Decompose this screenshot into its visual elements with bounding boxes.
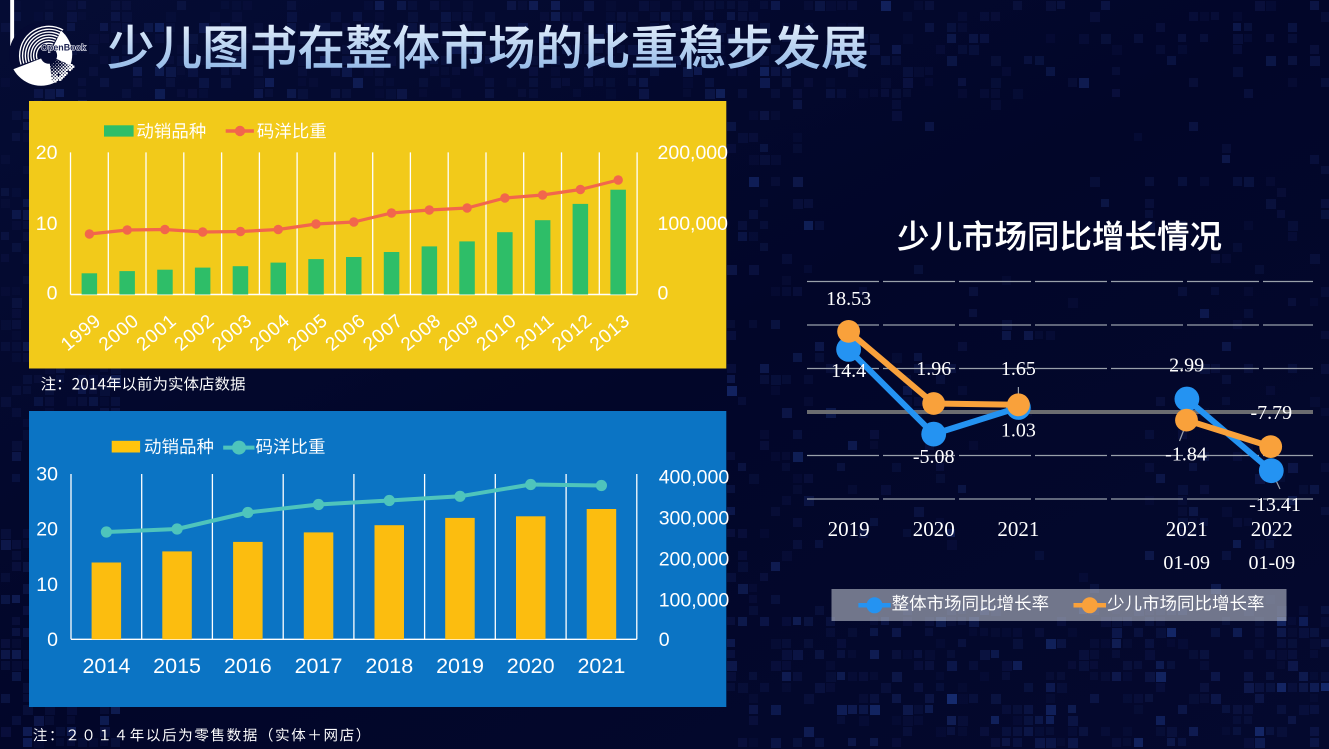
svg-text:30: 30: [36, 464, 58, 486]
svg-text:0: 0: [659, 629, 670, 651]
svg-text:2021: 2021: [997, 517, 1039, 541]
svg-text:18.53: 18.53: [826, 288, 871, 310]
svg-text:OpenBook: OpenBook: [41, 43, 86, 53]
svg-text:2022: 2022: [1251, 517, 1293, 541]
svg-text:2016: 2016: [224, 654, 272, 678]
svg-text:01-09: 01-09: [1163, 552, 1210, 574]
svg-text:2014: 2014: [82, 654, 130, 678]
svg-text:10: 10: [36, 574, 58, 596]
svg-text:200,000: 200,000: [658, 142, 729, 164]
svg-text:0: 0: [658, 283, 669, 305]
svg-text:-7.79: -7.79: [1250, 402, 1292, 424]
svg-text:100,000: 100,000: [658, 213, 729, 235]
svg-text:20: 20: [36, 519, 58, 541]
svg-text:0: 0: [47, 629, 58, 651]
svg-text:1.65: 1.65: [1001, 358, 1036, 380]
svg-text:0: 0: [47, 283, 58, 305]
svg-text:2020: 2020: [507, 654, 555, 678]
svg-text:1.96: 1.96: [916, 358, 951, 380]
svg-text:2019: 2019: [828, 517, 870, 541]
svg-text:2018: 2018: [365, 654, 413, 678]
svg-text:200,000: 200,000: [659, 549, 730, 571]
svg-text:-1.84: -1.84: [1165, 444, 1207, 466]
svg-text:2015: 2015: [153, 654, 201, 678]
svg-text:14.4: 14.4: [831, 360, 866, 382]
svg-text:2019: 2019: [436, 654, 484, 678]
svg-text:01-09: 01-09: [1248, 552, 1295, 574]
svg-text:2021: 2021: [577, 654, 625, 678]
svg-text:10: 10: [36, 213, 58, 235]
svg-text:100,000: 100,000: [659, 590, 730, 612]
svg-text:20: 20: [36, 142, 58, 164]
svg-text:2017: 2017: [295, 654, 343, 678]
svg-text:-13.41: -13.41: [1249, 494, 1301, 516]
svg-text:300,000: 300,000: [659, 508, 730, 530]
svg-text:2020: 2020: [913, 517, 955, 541]
svg-text:-5.08: -5.08: [913, 446, 955, 468]
svg-text:2021: 2021: [1166, 517, 1208, 541]
svg-text:2.99: 2.99: [1169, 355, 1204, 377]
svg-text:1.03: 1.03: [1001, 420, 1036, 442]
svg-text:400,000: 400,000: [659, 466, 730, 488]
